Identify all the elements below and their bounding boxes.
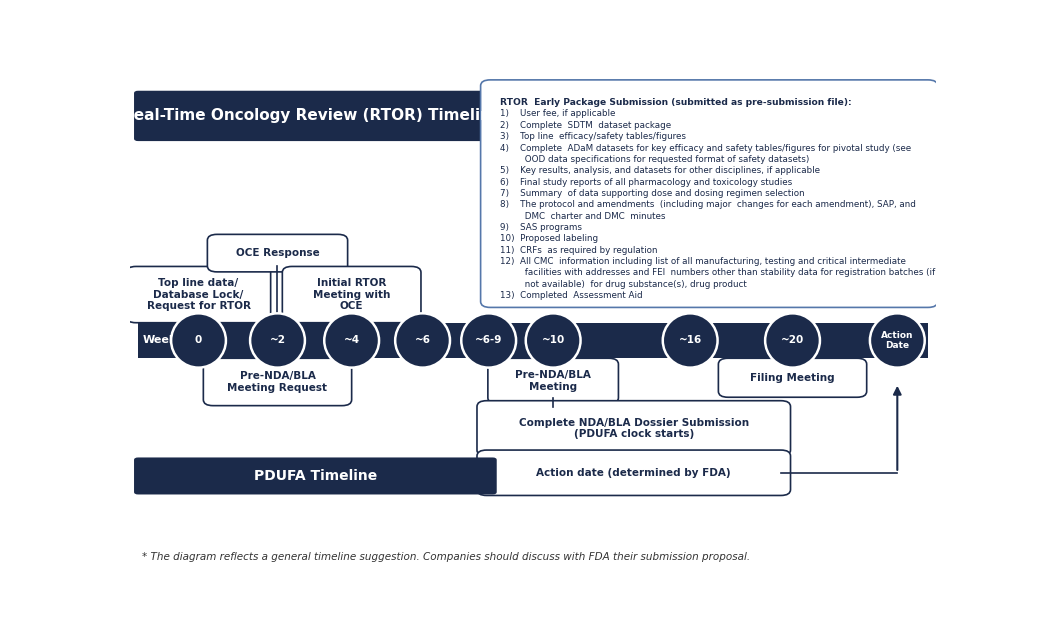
Text: * The diagram reflects a general timeline suggestion. Companies should discuss w: * The diagram reflects a general timelin… [142,552,750,562]
FancyBboxPatch shape [127,267,270,322]
Text: 0: 0 [194,335,202,345]
Text: 8)    The protocol and amendments  (including major  changes for each amendment): 8) The protocol and amendments (includin… [500,200,916,210]
Text: 11)  CRFs  as required by regulation: 11) CRFs as required by regulation [500,246,657,254]
Ellipse shape [869,313,925,368]
Text: Pre-NDA/BLA
Meeting Request: Pre-NDA/BLA Meeting Request [228,371,328,393]
Text: OCE Response: OCE Response [236,248,319,258]
FancyBboxPatch shape [134,458,497,494]
FancyBboxPatch shape [477,450,790,495]
Text: ~2: ~2 [269,335,286,345]
Text: Initial RTOR
Meeting with
OCE: Initial RTOR Meeting with OCE [313,278,390,311]
Text: Filing Meeting: Filing Meeting [750,373,835,383]
Text: ~4: ~4 [343,335,360,345]
Text: 4)    Complete  ADaM datasets for key efficacy and safety tables/figures for piv: 4) Complete ADaM datasets for key effica… [500,144,911,153]
FancyBboxPatch shape [138,322,928,358]
Text: Pre-NDA/BLA
Meeting: Pre-NDA/BLA Meeting [515,370,591,392]
Text: 7)    Summary  of data supporting dose and dosing regimen selection: 7) Summary of data supporting dose and d… [500,189,805,198]
Text: 2)    Complete  SDTM  dataset package: 2) Complete SDTM dataset package [500,121,671,130]
FancyBboxPatch shape [204,358,352,406]
Text: Action
Date: Action Date [881,331,913,350]
Text: facilities with addresses and FEI  numbers other than stability data for registr: facilities with addresses and FEI number… [500,269,935,278]
Ellipse shape [662,313,718,368]
Text: PDUFA Timeline: PDUFA Timeline [254,469,378,483]
Ellipse shape [462,313,516,368]
Text: ~6: ~6 [415,335,431,345]
FancyBboxPatch shape [134,91,493,141]
Text: 12)  All CMC  information including list of all manufacturing, testing and criti: 12) All CMC information including list o… [500,257,906,266]
Text: DMC  charter and DMC  minutes: DMC charter and DMC minutes [500,212,666,221]
Text: RTOR  Early Package Submission (submitted as pre-submission file):: RTOR Early Package Submission (submitted… [500,98,852,107]
Text: Top line data/
Database Lock/
Request for RTOR: Top line data/ Database Lock/ Request fo… [147,278,251,311]
Ellipse shape [526,313,580,368]
FancyBboxPatch shape [207,235,347,272]
Text: ~10: ~10 [542,335,565,345]
Text: 10)  Proposed labeling: 10) Proposed labeling [500,235,598,244]
FancyBboxPatch shape [282,267,421,322]
Text: OOD data specifications for requested format of safety datasets): OOD data specifications for requested fo… [500,155,809,164]
Text: Action date (determined by FDA): Action date (determined by FDA) [537,468,731,478]
Text: Complete NDA/BLA Dossier Submission
(PDUFA clock starts): Complete NDA/BLA Dossier Submission (PDU… [519,417,749,439]
Text: 13)  Completed  Assessment Aid: 13) Completed Assessment Aid [500,291,643,300]
Text: 3)    Top line  efficacy/safety tables/figures: 3) Top line efficacy/safety tables/figur… [500,132,686,141]
Text: ~6-9: ~6-9 [475,335,502,345]
FancyBboxPatch shape [488,358,619,404]
Text: 5)    Key results, analysis, and datasets for other disciplines, if applicable: 5) Key results, analysis, and datasets f… [500,166,820,175]
Text: Real-Time Oncology Review (RTOR) Timeline: Real-Time Oncology Review (RTOR) Timelin… [122,108,501,124]
Text: 9)    SAS programs: 9) SAS programs [500,223,582,232]
Ellipse shape [250,313,305,368]
Text: 6)    Final study reports of all pharmacology and toxicology studies: 6) Final study reports of all pharmacolo… [500,178,792,187]
Text: not available)  for drug substance(s), drug product: not available) for drug substance(s), dr… [500,279,747,289]
Ellipse shape [395,313,450,368]
Text: ~16: ~16 [678,335,702,345]
Text: 1)    User fee, if applicable: 1) User fee, if applicable [500,110,616,119]
Ellipse shape [324,313,379,368]
Text: ~20: ~20 [781,335,804,345]
Ellipse shape [172,313,226,368]
FancyBboxPatch shape [480,80,938,308]
Ellipse shape [765,313,820,368]
FancyBboxPatch shape [477,401,790,456]
Text: Week: Week [142,335,177,345]
FancyBboxPatch shape [719,358,866,397]
